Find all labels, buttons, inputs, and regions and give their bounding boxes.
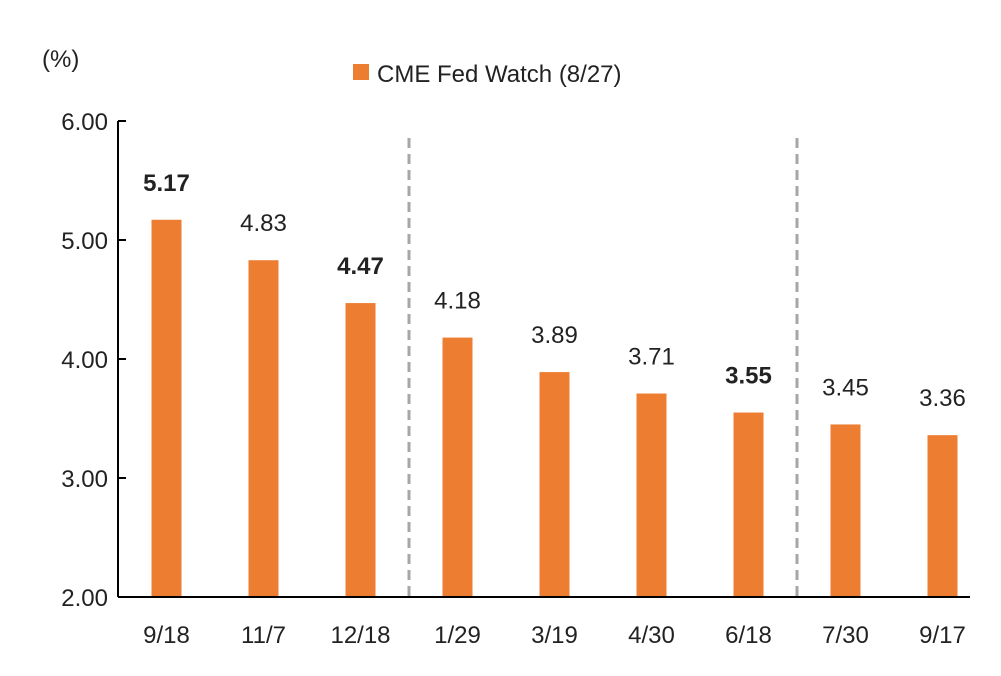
- data-label: 3.71: [628, 344, 675, 371]
- data-label: 5.17: [143, 170, 190, 197]
- y-unit-label: (%): [42, 46, 79, 73]
- legend: CME Fed Watch (8/27): [353, 61, 622, 88]
- bar: [830, 424, 861, 597]
- separator-lines: [407, 138, 799, 597]
- bar: [539, 372, 570, 597]
- y-tick-label: 6.00: [61, 109, 108, 136]
- bar: [733, 412, 764, 597]
- bar: [248, 260, 279, 597]
- data-labels: 5.17 4.83 4.47 4.18 3.89 3.71 3.55 3.45 3.36: [143, 170, 966, 412]
- x-tick-label: 1/29: [434, 622, 481, 649]
- data-label: 3.89: [531, 322, 578, 349]
- x-tick-label: 7/30: [822, 622, 869, 649]
- y-tick-label: 4.00: [61, 347, 108, 374]
- data-label: 3.45: [822, 374, 869, 401]
- bar: [151, 219, 182, 597]
- bar: [636, 393, 667, 597]
- data-label: 4.18: [434, 288, 481, 315]
- x-tick-label: 3/19: [531, 622, 578, 649]
- bar: [442, 337, 473, 597]
- x-tick-label: 9/18: [143, 622, 190, 649]
- bars: [151, 219, 958, 597]
- y-tick-label: 3.00: [61, 466, 108, 493]
- y-tick-label: 5.00: [61, 228, 108, 255]
- data-label: 4.83: [240, 210, 287, 237]
- x-tick-label: 6/18: [725, 622, 772, 649]
- x-axis-ticks: 9/18 11/7 12/18 1/29 3/19 4/30 6/18 7/30 9/17: [143, 622, 966, 649]
- x-tick-label: 4/30: [628, 622, 675, 649]
- bar: [345, 303, 376, 597]
- y-tick-label: 2.00: [61, 585, 108, 612]
- legend-swatch: [353, 64, 369, 80]
- x-tick-label: 12/18: [330, 622, 390, 649]
- bar: [927, 435, 958, 597]
- data-label: 3.36: [919, 385, 966, 412]
- legend-label: CME Fed Watch (8/27): [377, 61, 622, 88]
- data-label: 3.55: [725, 363, 772, 390]
- x-tick-label: 9/17: [919, 622, 966, 649]
- x-tick-label: 11/7: [241, 622, 286, 649]
- y-axis-ticks: 2.00 3.00 4.00 5.00 6.00: [61, 109, 126, 612]
- data-label: 4.47: [337, 253, 384, 280]
